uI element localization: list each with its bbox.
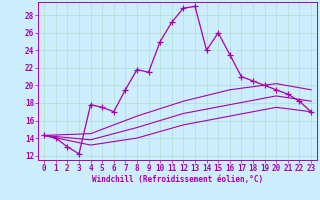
X-axis label: Windchill (Refroidissement éolien,°C): Windchill (Refroidissement éolien,°C) (92, 175, 263, 184)
